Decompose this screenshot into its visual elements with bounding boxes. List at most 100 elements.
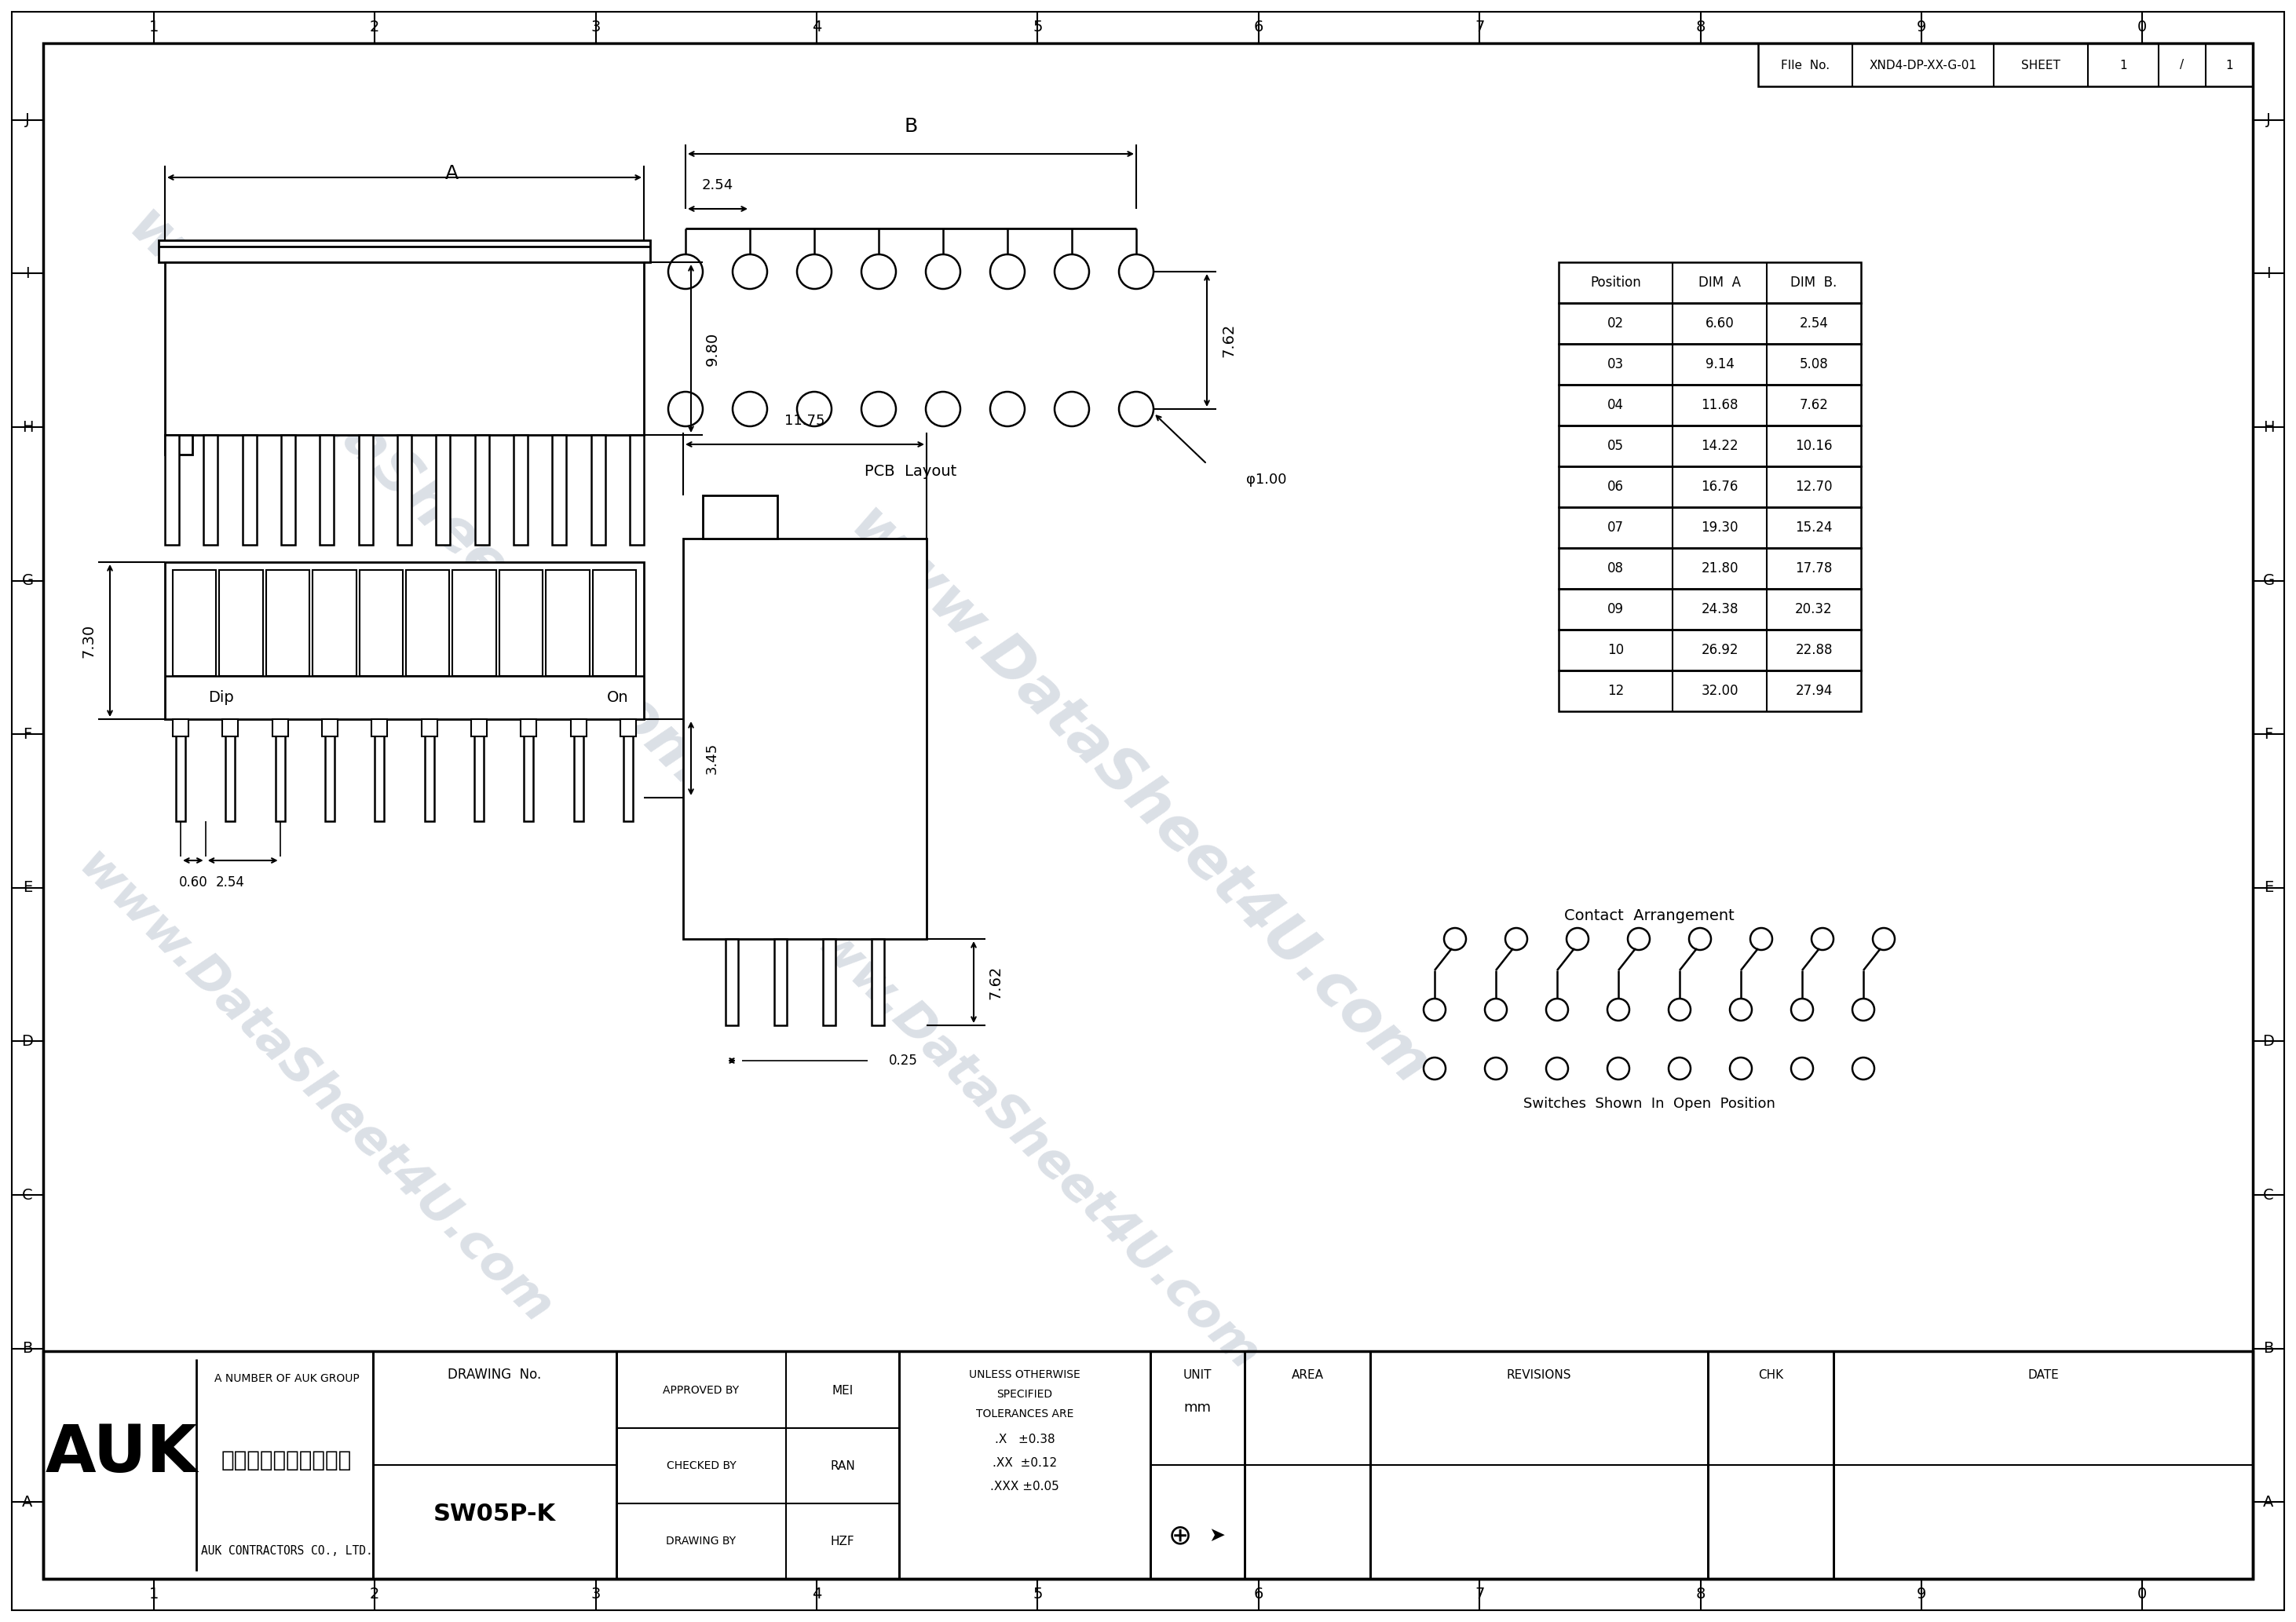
- Text: AUK: AUK: [46, 1422, 197, 1486]
- Text: DRAWING  No.: DRAWING No.: [448, 1367, 542, 1382]
- Text: .XX  ±0.12: .XX ±0.12: [992, 1457, 1056, 1468]
- Text: SW05P-K: SW05P-K: [434, 1502, 556, 1525]
- Text: 7.30: 7.30: [80, 623, 96, 657]
- Text: 1: 1: [149, 1586, 158, 1603]
- Bar: [629, 435, 643, 545]
- Bar: [374, 719, 383, 821]
- Text: 2.54: 2.54: [216, 876, 246, 889]
- Bar: [471, 719, 487, 736]
- Text: 15.24: 15.24: [1795, 521, 1832, 535]
- Text: www.DataSheet4U.com: www.DataSheet4U.com: [115, 198, 716, 800]
- Text: 7: 7: [1474, 1586, 1483, 1603]
- Text: B: B: [2264, 1341, 2273, 1356]
- Bar: [475, 435, 489, 545]
- Text: D: D: [21, 1033, 34, 1049]
- Text: Contact  Arrangement: Contact Arrangement: [1564, 908, 1733, 923]
- Bar: [204, 435, 218, 545]
- Text: A NUMBER OF AUK GROUP: A NUMBER OF AUK GROUP: [214, 1374, 358, 1384]
- Text: 0: 0: [2138, 19, 2147, 36]
- Text: G: G: [21, 573, 34, 589]
- Text: 26.92: 26.92: [1701, 642, 1738, 657]
- Bar: [822, 939, 836, 1025]
- Text: I: I: [25, 266, 30, 281]
- Text: AUK CONTRACTORS CO., LTD.: AUK CONTRACTORS CO., LTD.: [200, 1546, 372, 1557]
- Bar: [592, 569, 636, 676]
- Text: 32.00: 32.00: [1701, 684, 1738, 697]
- Text: 11.75: 11.75: [785, 414, 824, 428]
- Text: 4: 4: [813, 1586, 822, 1603]
- Text: APPROVED BY: APPROVED BY: [664, 1385, 739, 1397]
- Bar: [220, 569, 264, 676]
- Bar: [1759, 44, 2252, 86]
- Bar: [358, 569, 402, 676]
- Text: 24.38: 24.38: [1701, 602, 1738, 616]
- Bar: [312, 569, 356, 676]
- Text: DIM  B.: DIM B.: [1791, 276, 1837, 290]
- Text: 9: 9: [1917, 19, 1926, 36]
- Bar: [521, 719, 537, 736]
- Bar: [266, 569, 310, 676]
- Bar: [225, 719, 234, 821]
- Text: DIM  A: DIM A: [1699, 276, 1740, 290]
- Text: 03: 03: [1607, 357, 1623, 371]
- Bar: [452, 569, 496, 676]
- Text: www.DataSheet4U.com: www.DataSheet4U.com: [838, 496, 1440, 1098]
- Text: 7.62: 7.62: [1221, 323, 1235, 357]
- Text: 16.76: 16.76: [1701, 480, 1738, 493]
- Text: DRAWING BY: DRAWING BY: [666, 1536, 737, 1547]
- Text: F: F: [2264, 727, 2273, 741]
- Text: 7.62: 7.62: [1800, 397, 1828, 412]
- Bar: [1559, 384, 1862, 425]
- Bar: [572, 719, 585, 736]
- Text: www.DataSheet4U.com: www.DataSheet4U.com: [69, 842, 560, 1335]
- Bar: [165, 263, 643, 435]
- Text: 7.62: 7.62: [987, 965, 1003, 999]
- Bar: [872, 939, 884, 1025]
- Text: 10: 10: [1607, 642, 1623, 657]
- Text: D: D: [2262, 1033, 2275, 1049]
- Text: 11.68: 11.68: [1701, 397, 1738, 412]
- Text: 1: 1: [2225, 60, 2234, 71]
- Text: CHK: CHK: [1759, 1369, 1784, 1380]
- Text: H: H: [21, 420, 32, 435]
- Text: A: A: [445, 164, 459, 183]
- Text: 3.45: 3.45: [705, 743, 719, 774]
- Bar: [44, 1351, 372, 1578]
- Text: 05: 05: [1607, 440, 1623, 453]
- Bar: [273, 719, 287, 736]
- Text: PCB  Layout: PCB Layout: [866, 464, 957, 478]
- Text: 太联事業股份有限公司: 太联事業股份有限公司: [220, 1450, 351, 1471]
- Text: H: H: [2264, 420, 2275, 435]
- Bar: [1559, 344, 1862, 384]
- Text: MEI: MEI: [831, 1385, 854, 1397]
- Text: E: E: [2264, 881, 2273, 895]
- Text: 10.16: 10.16: [1795, 440, 1832, 453]
- Bar: [1559, 629, 1862, 670]
- Text: 6.60: 6.60: [1706, 316, 1733, 331]
- Text: 5.08: 5.08: [1800, 357, 1828, 371]
- Text: 12.70: 12.70: [1795, 480, 1832, 493]
- Text: B: B: [905, 117, 918, 136]
- Bar: [1559, 425, 1862, 467]
- Text: 5: 5: [1033, 1586, 1042, 1603]
- Text: .XXX ±0.05: .XXX ±0.05: [990, 1481, 1058, 1492]
- Text: SHEET: SHEET: [2020, 60, 2060, 71]
- Text: 9.80: 9.80: [705, 331, 721, 365]
- Text: 1: 1: [149, 19, 158, 36]
- Text: UNIT: UNIT: [1182, 1369, 1212, 1380]
- Bar: [436, 435, 450, 545]
- Bar: [321, 719, 338, 736]
- Bar: [625, 719, 634, 821]
- Bar: [1371, 1351, 1708, 1578]
- Text: 08: 08: [1607, 561, 1623, 576]
- Bar: [620, 719, 636, 736]
- Bar: [372, 719, 388, 736]
- Bar: [1150, 1351, 1244, 1578]
- Text: ⊕: ⊕: [1169, 1523, 1192, 1549]
- Bar: [703, 495, 778, 539]
- Text: φ1.00: φ1.00: [1247, 472, 1286, 487]
- Bar: [498, 569, 542, 676]
- Text: 06: 06: [1607, 480, 1623, 493]
- Bar: [280, 435, 296, 545]
- Bar: [1559, 467, 1862, 508]
